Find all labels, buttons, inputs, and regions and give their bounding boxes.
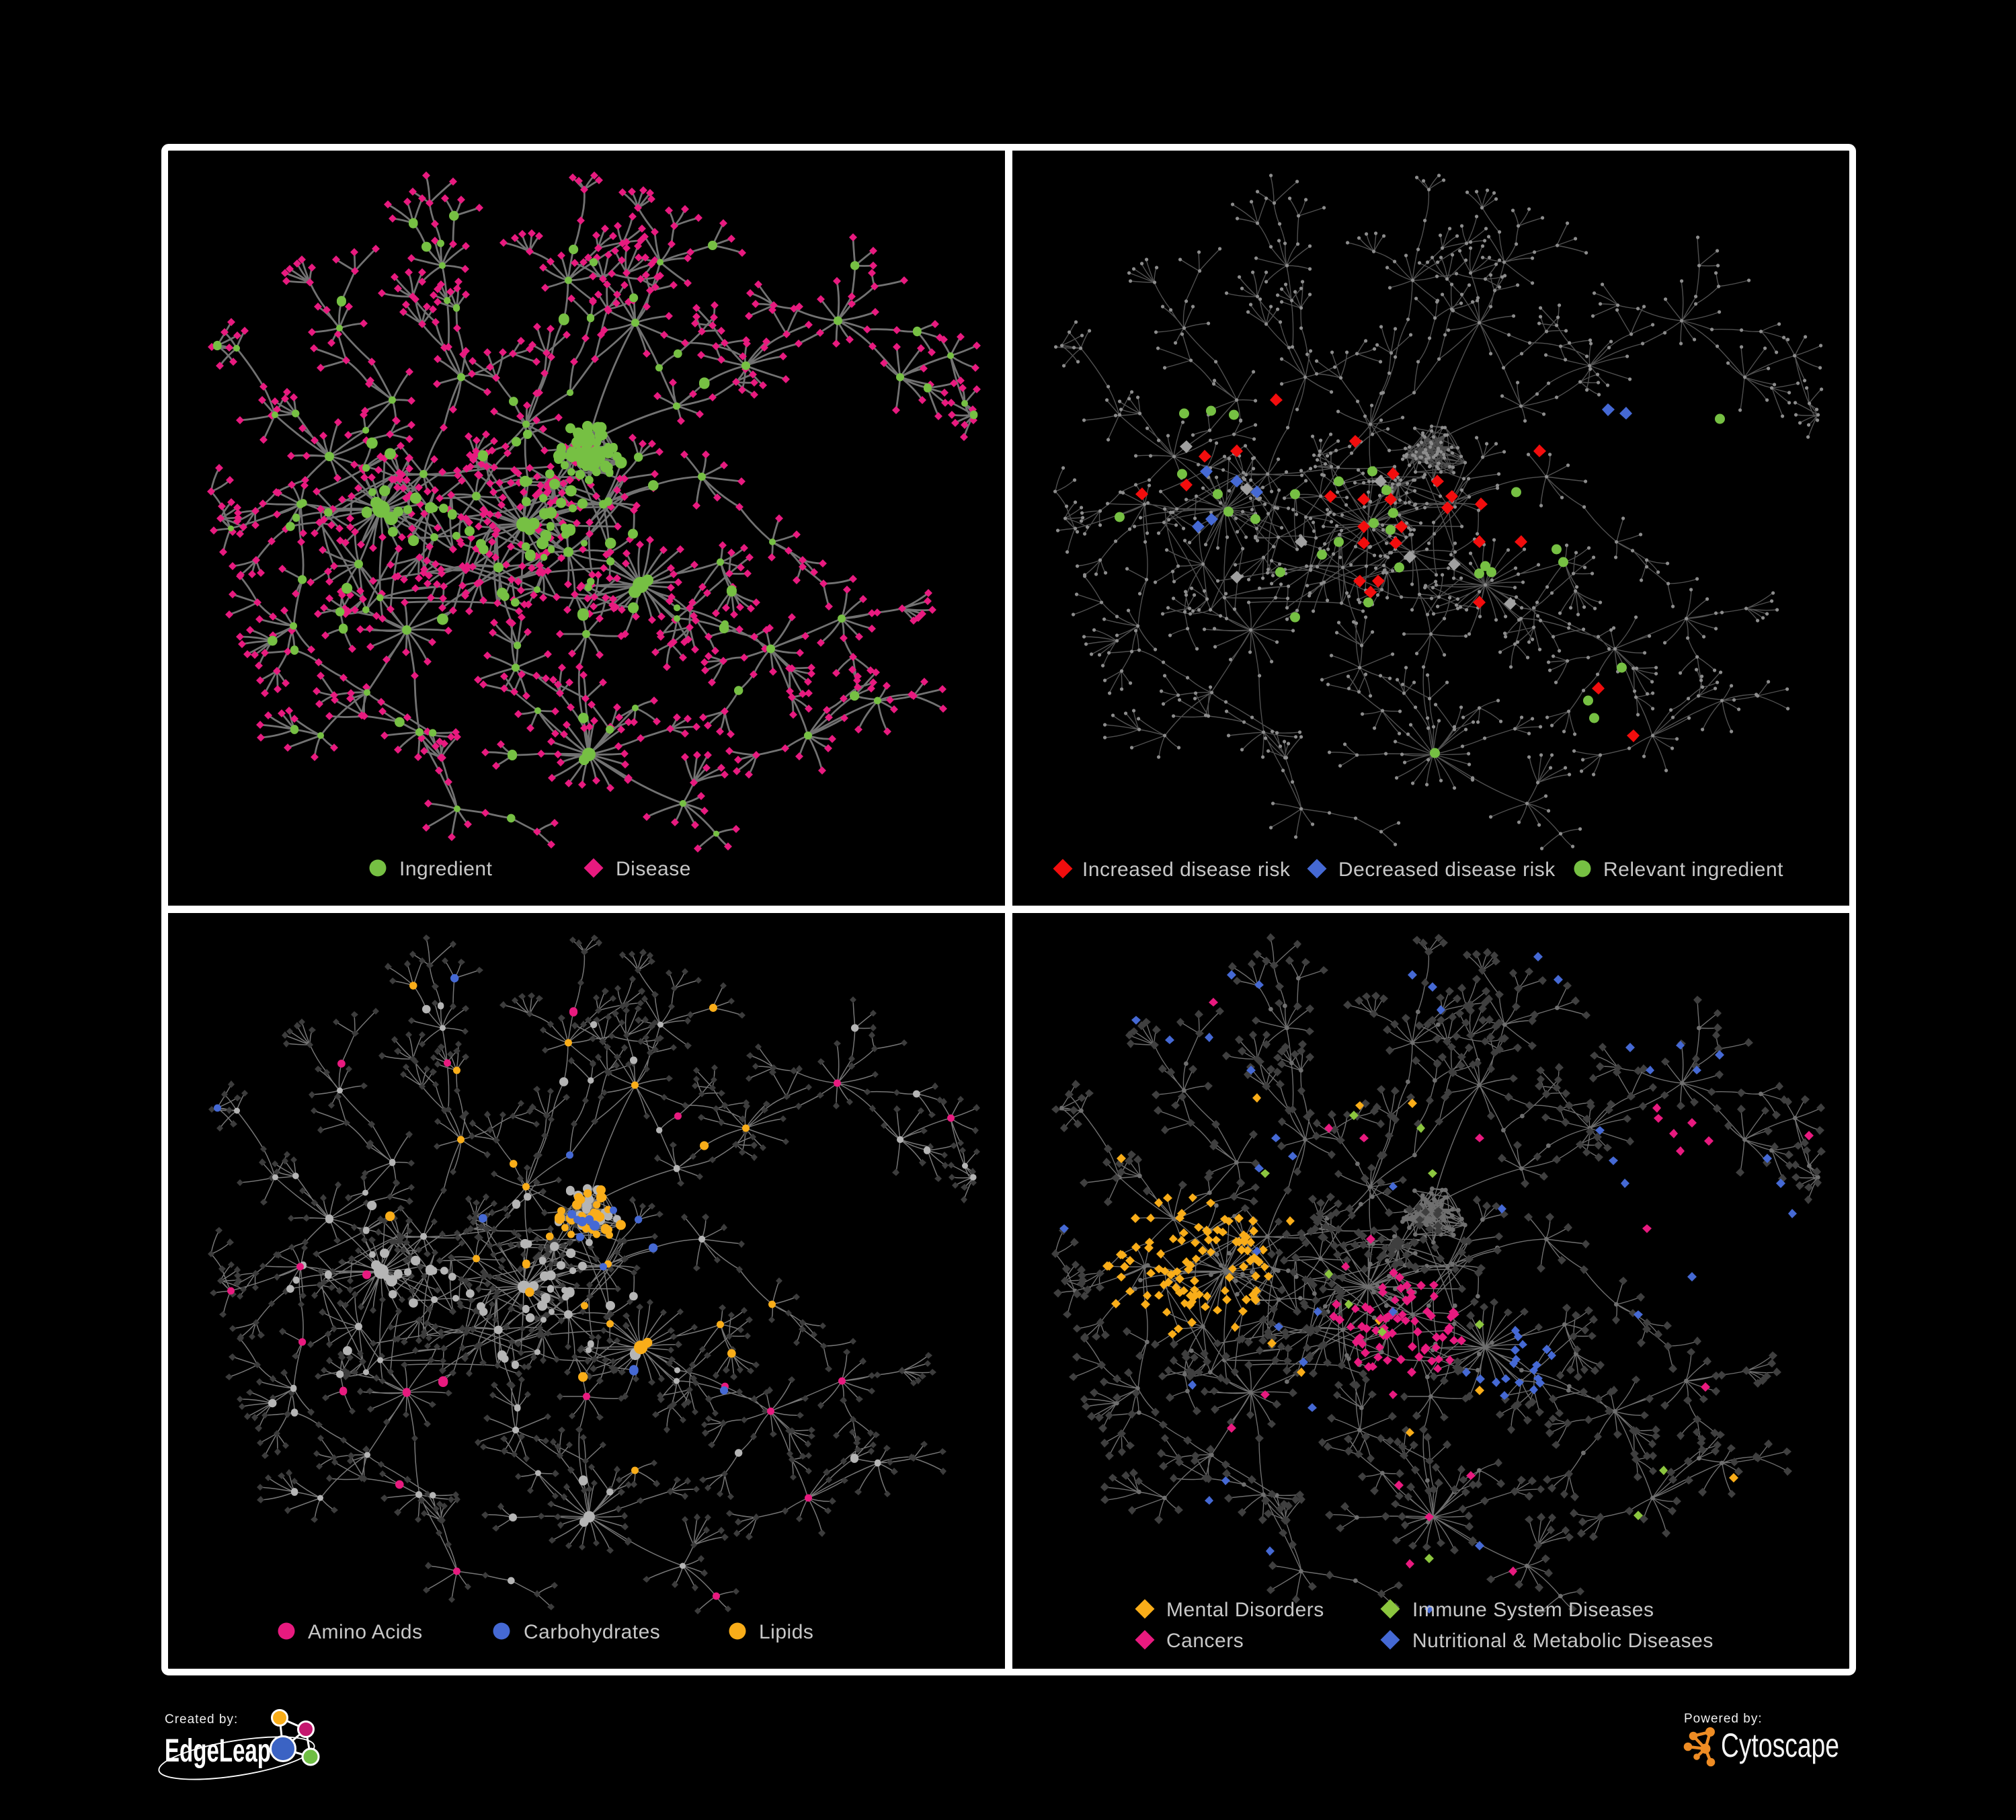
svg-text:EdgeLeap: EdgeLeap <box>165 1733 271 1769</box>
svg-text:Created by:: Created by: <box>165 1712 238 1727</box>
svg-text:Amino Acids: Amino Acids <box>308 1621 423 1643</box>
svg-text:Immune System Diseases: Immune System Diseases <box>1412 1599 1654 1621</box>
svg-text:Decreased disease risk: Decreased disease risk <box>1338 859 1556 881</box>
svg-text:Carbohydrates: Carbohydrates <box>524 1621 660 1643</box>
svg-text:Relevant ingredient: Relevant ingredient <box>1603 859 1783 881</box>
svg-text:Cytoscape: Cytoscape <box>1721 1727 1839 1764</box>
svg-text:Mental Disorders: Mental Disorders <box>1166 1599 1324 1621</box>
svg-text:Disease: Disease <box>616 858 691 880</box>
svg-text:Cancers: Cancers <box>1166 1630 1244 1652</box>
svg-text:Lipids: Lipids <box>759 1621 813 1643</box>
svg-text:Increased disease risk: Increased disease risk <box>1082 859 1291 881</box>
svg-text:Powered by:: Powered by: <box>1684 1712 1763 1726</box>
svg-text:Ingredient: Ingredient <box>399 858 493 880</box>
svg-text:Nutritional & Metabolic Diseas: Nutritional & Metabolic Diseases <box>1412 1630 1713 1652</box>
